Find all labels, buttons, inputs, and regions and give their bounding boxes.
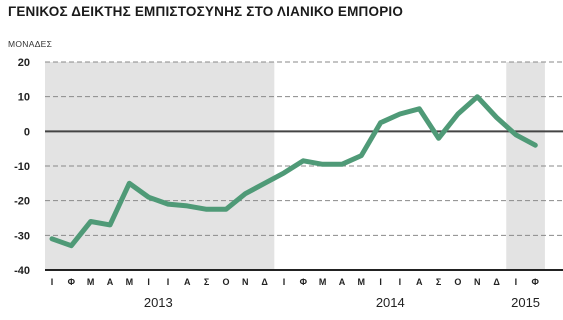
x-month-label: Μ: [358, 277, 366, 287]
x-month-label: Φ: [68, 277, 76, 287]
x-tick-labels: Ι Φ Μ Α Μ Ι Ι Α Σ Ο Ν Δ Ι Φ Μ Α Μ Ι Ι Α Σ Ο Ν Δ Ι Φ 2013 2014 2015: [51, 277, 540, 310]
y-tick-label: -40: [14, 265, 30, 277]
x-month-label: Α: [416, 277, 423, 287]
y-axis-label: ΜΟΝΑΔΕΣ: [8, 39, 53, 49]
y-tick-labels: 20 10 0 -10 -20 -30 -40: [14, 57, 30, 277]
x-month-label: Μ: [87, 277, 95, 287]
x-month-label: Α: [184, 277, 191, 287]
x-month-label: Μ: [319, 277, 327, 287]
x-month-label: Ι: [167, 277, 170, 287]
y-tick-label: -30: [14, 230, 30, 242]
x-month-label: Α: [107, 277, 114, 287]
x-month-label: Ο: [454, 277, 461, 287]
x-month-label: Ο: [222, 277, 229, 287]
x-month-label: Ν: [474, 277, 481, 287]
x-month-label: Ι: [399, 277, 402, 287]
x-month-label: Δ: [493, 277, 500, 287]
y-tick-label: 0: [24, 126, 30, 138]
gridlines: [45, 61, 563, 271]
x-month-label: Μ: [126, 277, 134, 287]
x-year-label-2013: 2013: [144, 295, 173, 310]
x-month-label: Ι: [515, 277, 518, 287]
x-month-label: Ν: [242, 277, 249, 287]
x-month-label: Σ: [204, 277, 210, 287]
x-month-label: Ι: [379, 277, 382, 287]
x-month-label: Α: [339, 277, 346, 287]
series-line-layer: [49, 94, 538, 249]
x-year-label-2015: 2015: [511, 295, 540, 310]
y-tick-label: 20: [18, 57, 30, 69]
chart-title: ΓΕΝΙΚΟΣ ΔΕΙΚΤΗΣ ΕΜΠΙΣΤΟΣΥΝΗΣ ΣΤΟ ΛΙΑΝΙΚΟ…: [8, 4, 404, 19]
y-tick-label: 10: [18, 92, 30, 104]
x-month-label: Ι: [147, 277, 150, 287]
y-tick-label: -20: [14, 196, 30, 208]
series-line: [49, 94, 538, 249]
x-month-label: Ι: [283, 277, 286, 287]
x-month-label: Φ: [532, 277, 540, 287]
y-tick-label: -10: [14, 161, 30, 173]
x-month-label: Σ: [436, 277, 442, 287]
x-month-label: Φ: [300, 277, 308, 287]
x-month-label: Ι: [51, 277, 54, 287]
x-month-label: Δ: [261, 277, 268, 287]
x-year-label-2014: 2014: [376, 295, 405, 310]
